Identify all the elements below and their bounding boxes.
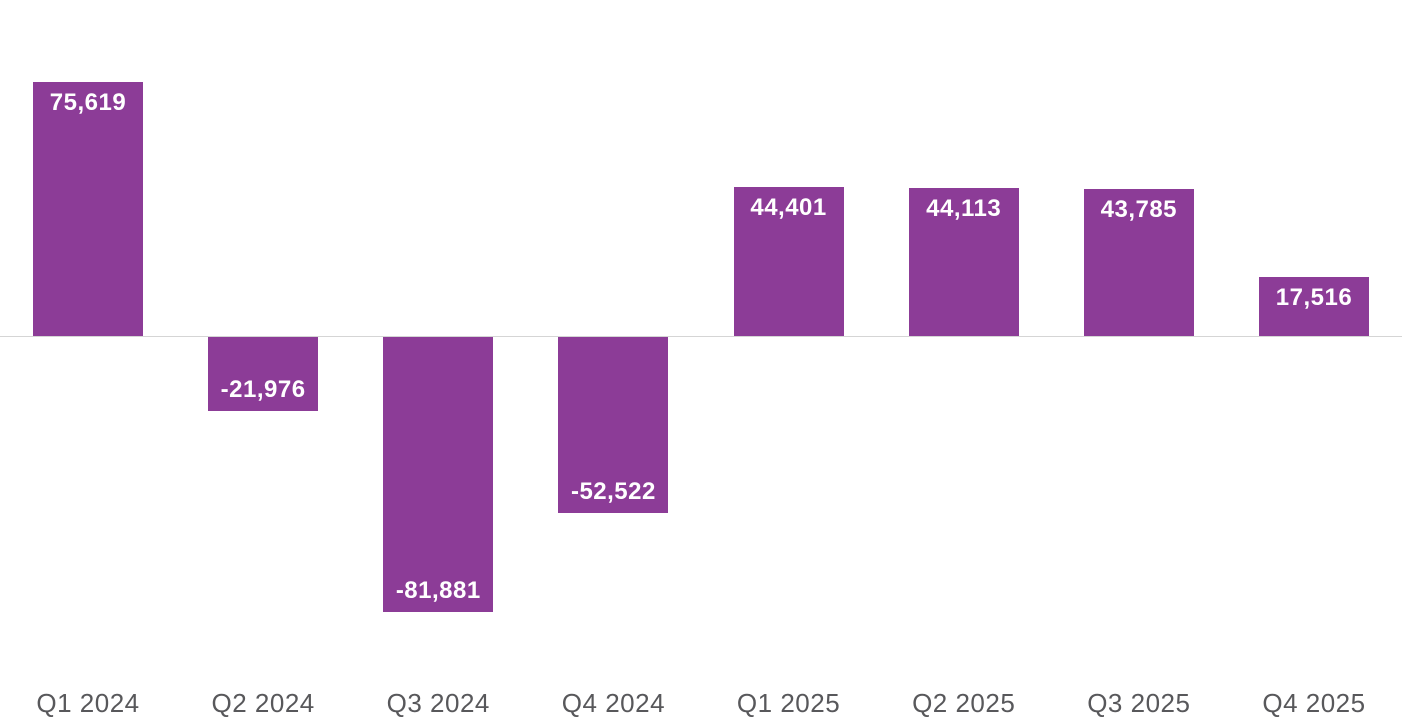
x-axis-label-q4-2024: Q4 2024	[561, 688, 666, 718]
bar-q4-2025: 17,516	[1258, 277, 1369, 336]
bar-q1-2024: 75,619	[33, 82, 143, 336]
x-axis-label-q2-2025: Q2 2025	[912, 688, 1016, 718]
x-axis-label-q1-2024: Q1 2024	[36, 688, 140, 718]
bar-q1-2025: 44,401	[733, 187, 844, 336]
bar-q3-2025: 43,785	[1083, 189, 1194, 336]
x-axis-label-q3-2025: Q3 2025	[1087, 688, 1191, 718]
bar-value-label: -81,881	[395, 577, 481, 604]
x-axis-label-q1-2025: Q1 2025	[736, 688, 841, 718]
bar-value-label: 17,516	[1275, 284, 1353, 311]
x-axis-label-q4-2025: Q4 2025	[1262, 688, 1366, 718]
bar-value-label: 44,401	[750, 194, 827, 221]
x-axis-label-q2-2024: Q2 2024	[211, 688, 315, 718]
bar-value-label: 75,619	[49, 89, 127, 116]
zero-baseline	[0, 335, 1402, 337]
x-axis-label-q3-2024: Q3 2024	[386, 688, 490, 718]
bar-value-label: 43,785	[1100, 196, 1178, 223]
bar-q2-2025: 44,113	[908, 188, 1019, 336]
bar-q4-2024: -52,522	[558, 337, 669, 513]
bar-value-label: -52,522	[570, 478, 656, 505]
bar-value-label: -21,976	[220, 376, 306, 403]
bar-q3-2024: -81,881	[383, 337, 494, 612]
bar-value-label: 44,113	[926, 195, 1002, 222]
bar-q2-2024: -21,976	[208, 337, 319, 411]
